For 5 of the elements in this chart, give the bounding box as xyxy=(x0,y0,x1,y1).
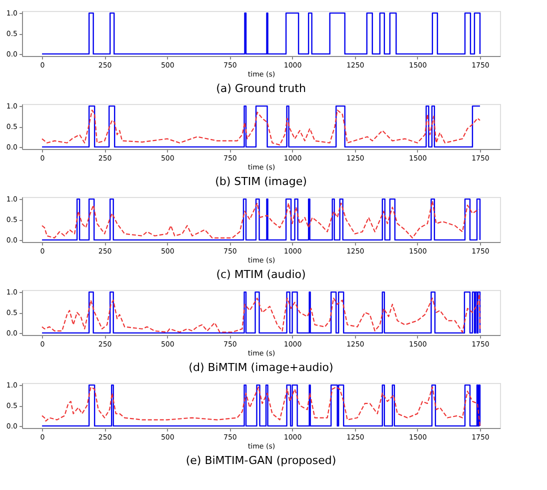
text: (c) MTIM (audio) xyxy=(216,268,306,281)
text: (e) BiMTIM-GAN (proposed) xyxy=(186,454,336,467)
text: (a) Ground truth xyxy=(216,82,306,95)
text: (d) BiMTIM (image+audio) xyxy=(188,361,334,374)
text: (b) STIM (image) xyxy=(215,175,307,188)
